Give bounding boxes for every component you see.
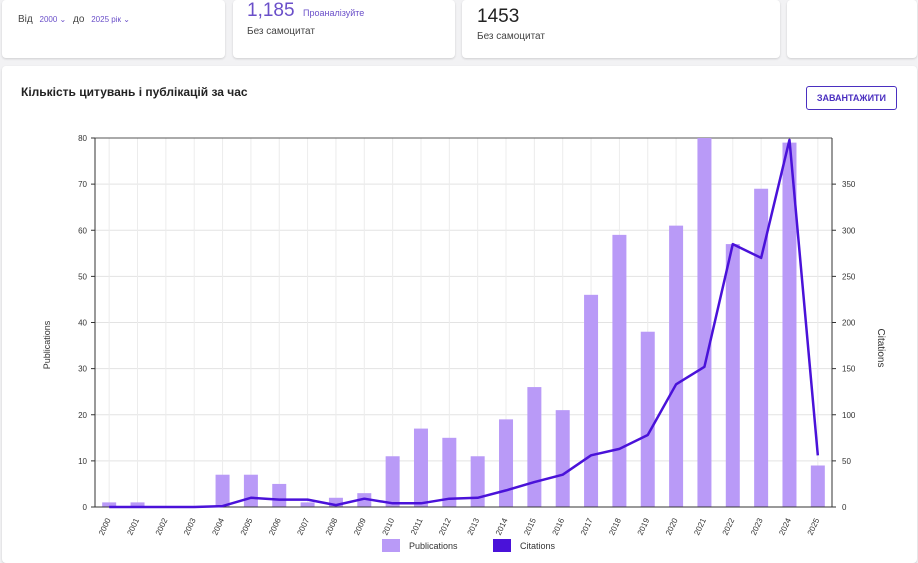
stat-caption: Без самоцитат xyxy=(477,31,545,42)
x-tick-label: 2016 xyxy=(551,516,567,536)
x-tick-label: 2021 xyxy=(692,516,708,536)
y2-tick-label: 250 xyxy=(842,272,856,281)
y-tick-label: 70 xyxy=(78,180,87,189)
x-tick-label: 2004 xyxy=(210,516,226,536)
bar-publications xyxy=(584,294,599,507)
y2-tick-label: 50 xyxy=(842,457,851,466)
y-tick-label: 30 xyxy=(78,365,87,374)
x-tick-label: 2006 xyxy=(267,516,283,536)
x-tick-label: 2010 xyxy=(381,516,397,536)
y-tick-label: 40 xyxy=(78,319,87,328)
legend-swatch-publications xyxy=(382,539,400,552)
stat-value: 1453 xyxy=(477,6,520,27)
y2-tick-label: 0 xyxy=(842,503,847,512)
y-tick-label: 10 xyxy=(78,457,87,466)
download-button[interactable]: ЗАВАНТАЖИТИ xyxy=(805,86,897,110)
bar-publications xyxy=(697,138,712,507)
bar-publications xyxy=(357,493,372,507)
y-tick-label: 50 xyxy=(78,272,87,281)
bar-publications xyxy=(413,428,428,507)
bar-publications xyxy=(669,225,684,507)
x-tick-label: 2012 xyxy=(437,516,453,536)
bar-publications xyxy=(300,502,315,507)
from-year-value: 2000 xyxy=(39,15,58,24)
legend-swatch-citations xyxy=(493,539,511,552)
x-tick-label: 2025 xyxy=(806,516,822,536)
y2-tick-label: 150 xyxy=(842,365,856,374)
x-tick-label: 2013 xyxy=(466,516,482,536)
legend-label-publications: Publications xyxy=(409,541,458,551)
x-tick-label: 2011 xyxy=(409,516,425,536)
to-label: до xyxy=(73,14,85,25)
bar-publications xyxy=(810,465,825,507)
chart-title: Кількість цитувань і публікацій за час xyxy=(21,85,248,99)
x-tick-label: 2008 xyxy=(324,516,340,536)
y-tick-label: 20 xyxy=(78,411,87,420)
bar-publications xyxy=(130,502,145,507)
bar-publications xyxy=(470,456,485,507)
y2-axis-title: Citations xyxy=(875,329,886,368)
bar-publications xyxy=(243,474,258,507)
year-filter-card: Від 2000 ⌄ до 2025 рік ⌄ xyxy=(2,0,225,58)
y2-tick-label: 100 xyxy=(842,411,856,420)
x-tick-label: 2015 xyxy=(522,516,538,536)
x-tick-label: 2018 xyxy=(607,516,623,536)
analyze-link[interactable]: Проаналізуйте xyxy=(303,8,365,18)
bar-publications xyxy=(612,234,627,508)
legend-label-citations: Citations xyxy=(520,541,556,551)
x-tick-label: 2002 xyxy=(154,516,170,536)
stat-caption: Без самоцитат xyxy=(247,26,315,37)
x-tick-label: 2022 xyxy=(721,516,737,536)
y-tick-label: 60 xyxy=(78,226,87,235)
to-year-select[interactable]: 2025 рік ⌄ xyxy=(91,15,130,24)
y-tick-label: 80 xyxy=(78,134,87,143)
bar-publications xyxy=(102,502,117,507)
bar-publications xyxy=(782,142,797,508)
x-tick-label: 2005 xyxy=(239,516,255,536)
citations-stat-card: 1,185 Проаналізуйте Без самоцитат xyxy=(233,0,455,58)
bar-publications xyxy=(555,410,570,507)
to-year-value: 2025 рік xyxy=(91,15,121,24)
x-tick-label: 2019 xyxy=(636,516,652,536)
y2-tick-label: 300 xyxy=(842,226,856,235)
from-year-select[interactable]: 2000 ⌄ xyxy=(39,15,67,24)
x-tick-label: 2024 xyxy=(777,516,793,536)
citations-count: 1,185 xyxy=(247,0,295,21)
bar-publications xyxy=(442,437,457,507)
y-axis-title: Publications xyxy=(42,320,52,369)
stat-card xyxy=(787,0,917,58)
x-tick-label: 2023 xyxy=(749,516,765,536)
line-citations xyxy=(109,138,820,509)
x-tick-label: 2003 xyxy=(182,516,198,536)
bar-publications xyxy=(385,456,400,507)
bar-publications xyxy=(725,244,740,507)
x-tick-label: 2017 xyxy=(579,516,595,536)
bar-publications xyxy=(215,474,230,507)
bar-publications xyxy=(499,419,514,507)
bar-publications xyxy=(272,483,287,507)
from-label: Від xyxy=(18,14,33,25)
x-tick-label: 2009 xyxy=(352,516,368,536)
bar-publications xyxy=(754,188,769,508)
bar-publications xyxy=(640,331,655,507)
y-tick-label: 0 xyxy=(83,503,88,512)
x-tick-label: 2007 xyxy=(295,516,311,536)
x-tick-label: 2001 xyxy=(125,516,141,536)
x-tick-label: 2020 xyxy=(664,516,680,536)
bar-publications xyxy=(527,387,542,507)
second-stat-card: 1453 Без самоцитат xyxy=(462,0,780,58)
x-tick-label: 2014 xyxy=(494,516,510,536)
x-tick-label: 2000 xyxy=(97,516,113,536)
y2-tick-label: 350 xyxy=(842,180,856,189)
y2-tick-label: 200 xyxy=(842,319,856,328)
bar-publications xyxy=(328,497,343,507)
